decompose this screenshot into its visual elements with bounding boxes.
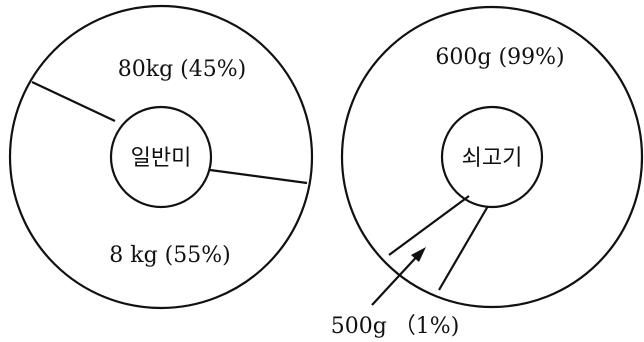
slice-boundary-beef-left [388,195,470,256]
slice-label-rice-55: 8 kg (55%) [109,243,230,268]
slice-boundary-rice-lower [209,168,308,185]
slice-label-beef-1: 500g （1%) [331,314,460,339]
donut-chart-beef: 쇠고기 600g (99%) 500g （1%) [331,5,644,339]
slice-boundary-rice-upper [31,81,116,122]
inner-ring-beef [440,105,544,209]
slice-boundary-beef-right [438,205,489,291]
callout-arrow-line [371,250,423,306]
outer-ring-beef [340,5,644,309]
callout-arrow-head-icon [411,247,426,262]
inner-ring-rice [109,105,213,209]
slice-label-rice-45: 80kg (45%) [118,57,246,82]
center-label-rice: 일반미 [131,146,192,171]
slice-label-beef-99: 600g (99%) [435,45,564,70]
donut-chart-rice: 일반미 80kg (45%) 8 kg (55%) [8,4,314,310]
outer-ring-rice [8,4,314,310]
center-label-beef: 쇠고기 [462,146,523,171]
